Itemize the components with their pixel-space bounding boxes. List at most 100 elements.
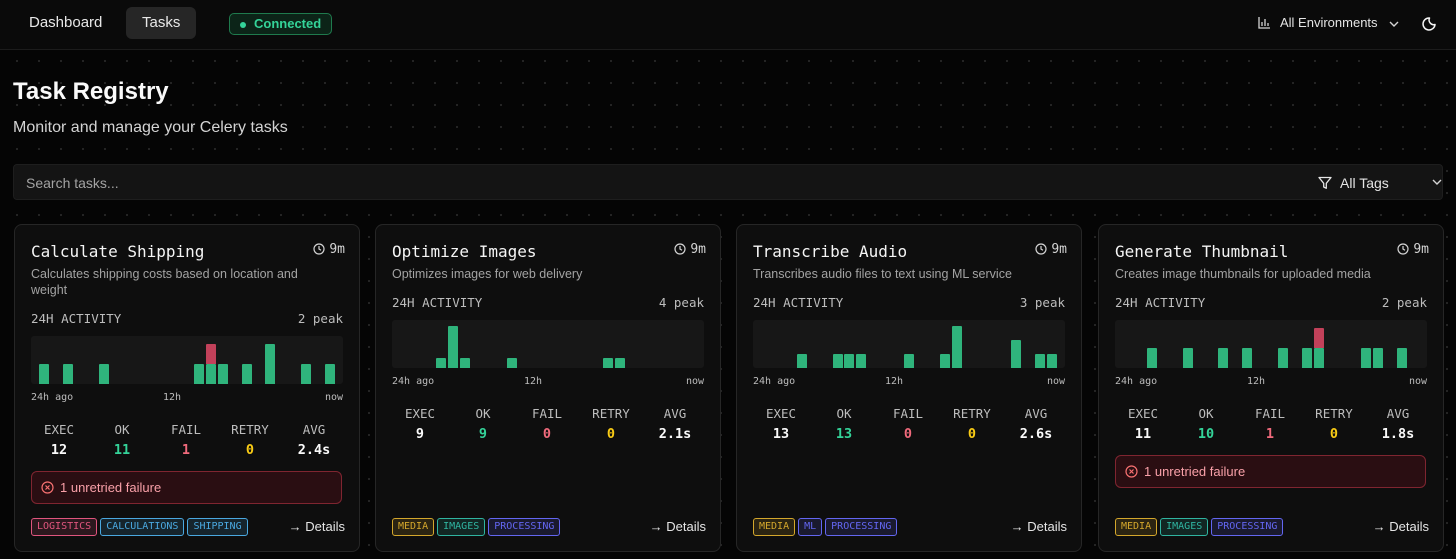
failure-alert[interactable]: 1 unretried failure [31, 471, 342, 504]
stat-label: AVG [1386, 406, 1410, 421]
nav-tasks[interactable]: Tasks [126, 7, 197, 39]
stat-label: RETRY [953, 406, 991, 421]
stat-value: 11 [113, 442, 131, 458]
stat-value: 13 [835, 426, 853, 442]
stat-value: 1.8s [1381, 426, 1415, 442]
failure-alert[interactable]: 1 unretried failure [1115, 455, 1426, 488]
details-link[interactable]: → Details [288, 519, 345, 534]
details-link[interactable]: → Details [1372, 519, 1429, 534]
tag-filter-label: All Tags [1340, 175, 1389, 191]
tag-chip[interactable]: MEDIA [1115, 518, 1158, 536]
stat-exec: EXEC 13 [750, 406, 812, 442]
tag-list: LOGISTICS CALCULATIONS SHIPPING [31, 516, 251, 536]
task-time-value: 9m [329, 242, 345, 257]
stat-label: FAIL [170, 422, 202, 437]
theme-toggle-button[interactable] [1418, 10, 1444, 36]
activity-bar-ok [205, 364, 216, 384]
activity-peak: 3 peak [1019, 295, 1065, 310]
axis-end-label: now [1046, 376, 1065, 387]
stat-label: OK [1198, 406, 1214, 421]
tag-chip[interactable]: SHIPPING [187, 518, 248, 536]
activity-section: 24H ACTIVITY 2 peak 24h ago 12h now [31, 311, 343, 404]
tag-chip[interactable]: PROCESSING [825, 518, 898, 536]
task-name: Calculate Shipping [31, 242, 205, 261]
axis-start-label: 24h ago [31, 392, 74, 403]
task-description: Creates image thumbnails for uploaded me… [1115, 267, 1371, 281]
tag-chip[interactable]: PROCESSING [488, 518, 561, 536]
activity-bar-ok [1301, 348, 1312, 368]
tag-list: MEDIA ML PROCESSING [753, 516, 900, 536]
stat-retry: RETRY 0 [219, 422, 281, 458]
failure-alert-text: 1 unretried failure [60, 480, 162, 495]
activity-bar-ok [1373, 348, 1384, 368]
details-link[interactable]: → Details [649, 519, 706, 534]
tag-chip[interactable]: CALCULATIONS [100, 518, 185, 536]
tag-chip[interactable]: IMAGES [437, 518, 486, 536]
task-card[interactable]: Optimize Images 9m Optimizes images for … [375, 224, 721, 552]
activity-chart [753, 320, 1065, 368]
activity-bar-ok [62, 364, 73, 384]
chevron-down-icon [1432, 179, 1442, 185]
x-circle-icon [41, 481, 54, 494]
search-bar: All Tags [13, 164, 1443, 200]
stat-label: EXEC [1127, 406, 1159, 421]
stat-label: FAIL [531, 406, 563, 421]
tag-chip[interactable]: MEDIA [753, 518, 796, 536]
task-time-value: 9m [1413, 242, 1429, 257]
activity-bar-ok [459, 357, 470, 368]
clock-icon [674, 243, 686, 255]
stat-fail: FAIL 0 [877, 406, 939, 442]
stat-fail: FAIL 0 [516, 406, 578, 442]
task-description: Transcribes audio files to text using ML… [753, 267, 1012, 281]
tag-filter-select[interactable]: All Tags [1304, 165, 1444, 201]
nav-dashboard[interactable]: Dashboard [29, 14, 103, 31]
top-nav: Dashboard Tasks Connected All Environmen… [0, 0, 1456, 50]
activity-bar-ok [1035, 354, 1046, 368]
tag-list: MEDIA IMAGES PROCESSING [392, 516, 563, 536]
tag-chip[interactable]: ML [798, 518, 823, 536]
environment-selector[interactable]: All Environments [1258, 12, 1399, 34]
stat-avg: AVG 2.4s [283, 422, 345, 458]
stat-value: 9 [415, 426, 425, 442]
stat-label: AVG [302, 422, 326, 437]
task-card[interactable]: Generate Thumbnail 9m Creates image thum… [1098, 224, 1444, 552]
task-last-run: 9m [1035, 242, 1067, 257]
page-subtitle: Monitor and manage your Celery tasks [13, 119, 288, 136]
activity-bar-ok [217, 364, 228, 384]
page-title: Task Registry [13, 78, 169, 105]
axis-mid-label: 12h [524, 376, 543, 387]
stat-label: FAIL [1254, 406, 1286, 421]
stat-label: EXEC [43, 422, 75, 437]
task-card[interactable]: Calculate Shipping 9m Calculates shippin… [14, 224, 360, 552]
activity-bar-ok [1313, 348, 1324, 368]
task-last-run: 9m [313, 242, 345, 257]
stat-label: RETRY [231, 422, 269, 437]
tag-chip[interactable]: IMAGES [1160, 518, 1209, 536]
tag-chip[interactable]: LOGISTICS [31, 518, 98, 536]
details-link[interactable]: → Details [1010, 519, 1067, 534]
activity-bar-ok [1047, 354, 1057, 368]
activity-bar-ok [1361, 348, 1372, 368]
activity-bar-fail [1313, 328, 1324, 348]
tag-chip[interactable]: PROCESSING [1211, 518, 1284, 536]
activity-chart [392, 320, 704, 368]
activity-peak: 4 peak [658, 295, 704, 310]
stat-value: 1 [181, 442, 191, 458]
filter-icon [1318, 176, 1332, 189]
stat-ok: OK 9 [452, 406, 514, 442]
activity-bar-ok [507, 357, 518, 368]
stat-retry: RETRY 0 [1303, 406, 1365, 442]
task-description: Optimizes images for web delivery [392, 267, 583, 281]
activity-bar-ok [241, 364, 252, 384]
connection-status-badge: Connected [229, 13, 333, 35]
axis-mid-label: 12h [163, 392, 182, 403]
activity-bar-ok [1146, 348, 1157, 368]
activity-bar-ok [1277, 348, 1288, 368]
activity-section: 24H ACTIVITY 4 peak 24h ago 12h now [392, 295, 704, 388]
task-card[interactable]: Transcribe Audio 9m Transcribes audio fi… [736, 224, 1082, 552]
search-input[interactable] [26, 172, 926, 194]
tag-chip[interactable]: MEDIA [392, 518, 435, 536]
task-time-value: 9m [690, 242, 706, 257]
activity-bar-ok [844, 354, 855, 368]
stat-label: OK [114, 422, 130, 437]
